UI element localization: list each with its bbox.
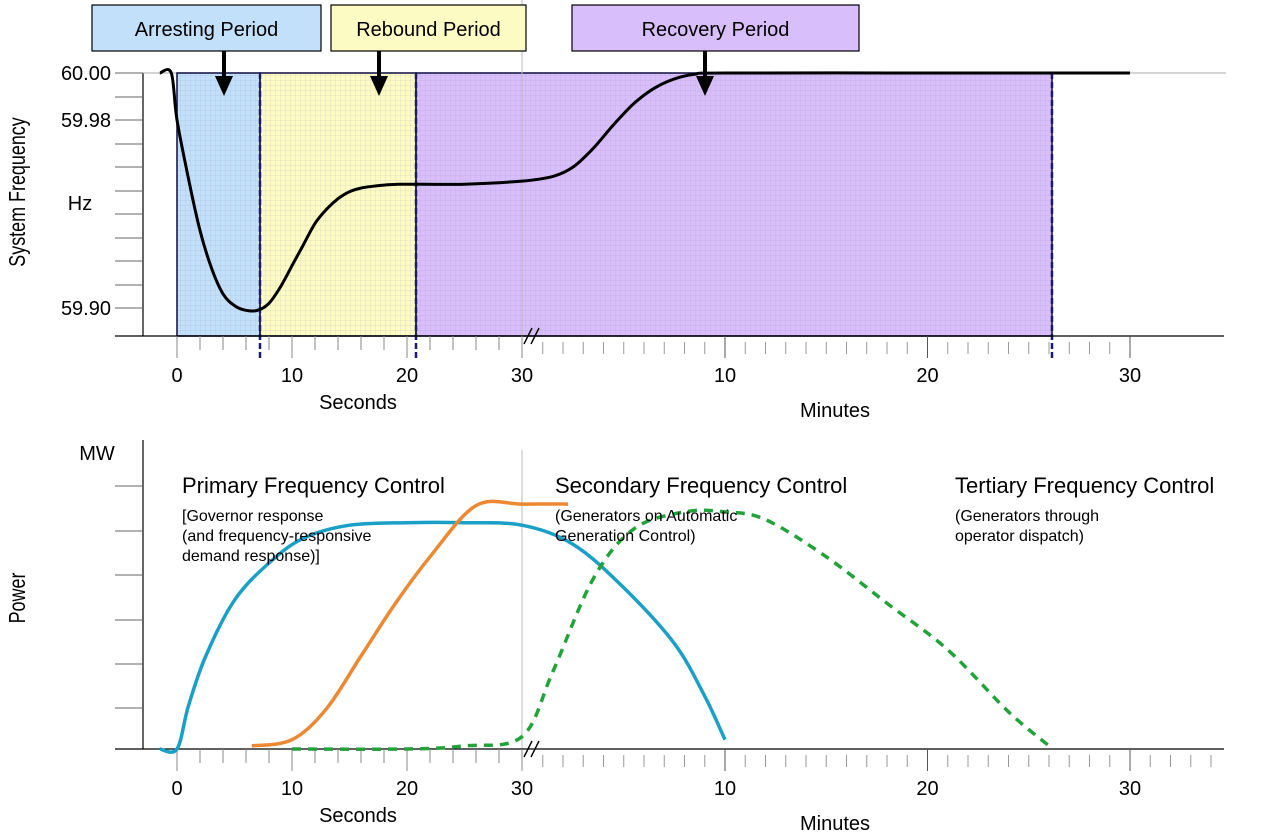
x-tick-label-minutes: 10 [714, 365, 736, 387]
series-description-line: Generation Control) [555, 528, 696, 545]
period-region-grid [416, 73, 1052, 336]
period-label-box [330, 4, 527, 52]
axis-break-mark [530, 327, 540, 345]
y-axis-unit: Hz [68, 193, 92, 215]
x-axis-label-seconds: Seconds [319, 392, 397, 414]
x-tick-label-minutes: 30 [1119, 365, 1141, 387]
x-tick-label-seconds: 10 [281, 778, 303, 800]
y-axis-unit: MW [79, 443, 115, 465]
axis-break-mark [523, 740, 533, 758]
x-tick-label-seconds: 30 [511, 365, 533, 387]
tertiary-control-curve [251, 499, 569, 748]
period-label: Rebound Period [356, 19, 501, 41]
x-tick-label-minutes: 10 [714, 778, 736, 800]
series-description-line: (and frequency-responsive [182, 528, 372, 545]
system-frequency-chart: 0 10 20 30 10 20 30 Seconds Minutes 60.00 59.98 59.… [5, 0, 1226, 422]
x-tick-label-minutes: 30 [1119, 778, 1141, 800]
x-tick-label-seconds: 30 [511, 778, 533, 800]
x-axis-label-minutes: Minutes [800, 813, 870, 835]
series-description-line: (Generators through [955, 508, 1099, 525]
x-axis-label-minutes: Minutes [800, 400, 870, 422]
secondary-control-title: Secondary Frequency Control [555, 473, 847, 498]
period-arrow-head [370, 76, 388, 96]
x-tick-label-seconds: 0 [171, 365, 182, 387]
period-label-box [91, 4, 322, 52]
period-region-grid [260, 73, 416, 336]
period-arrow-head [696, 76, 714, 96]
x-tick-label-minutes: 20 [916, 778, 938, 800]
series-description-line: (Generators on Automatic [555, 508, 737, 525]
tertiary-control-title: Tertiary Frequency Control [955, 473, 1214, 498]
power-response-chart: 0 10 20 30 10 20 30 Seconds Minutes MW Power Primar… [5, 440, 1224, 835]
axis-break-mark [523, 327, 533, 345]
primary-control-curve [159, 520, 727, 754]
series-description-line: operator dispatch) [955, 528, 1084, 545]
y-axis-label: System Frequency [5, 117, 31, 267]
y-tick-label: 60.00 [61, 63, 111, 85]
x-tick-label-minutes: 20 [916, 365, 938, 387]
axis-break-mark [530, 740, 540, 758]
y-axis-label: Power [5, 572, 31, 623]
x-axis-label-seconds: Seconds [319, 805, 397, 827]
y-tick-label: 59.98 [61, 110, 111, 132]
period-arrow-head [215, 76, 233, 96]
y-tick-label: 59.90 [61, 298, 111, 320]
period-label: Recovery Period [642, 19, 790, 41]
primary-control-title: Primary Frequency Control [182, 473, 445, 498]
period-label: Arresting Period [135, 19, 278, 41]
series-description-line: demand response)] [182, 548, 320, 565]
x-tick-label-seconds: 0 [171, 778, 182, 800]
x-tick-label-seconds: 20 [396, 365, 418, 387]
secondary-control-curve [291, 508, 1051, 751]
period-region-grid [177, 73, 260, 336]
series-description-line: [Governor response [182, 508, 324, 525]
x-tick-label-seconds: 10 [281, 365, 303, 387]
period-label-box [571, 4, 860, 52]
x-tick-label-seconds: 20 [396, 778, 418, 800]
frequency-curve [159, 68, 1130, 313]
